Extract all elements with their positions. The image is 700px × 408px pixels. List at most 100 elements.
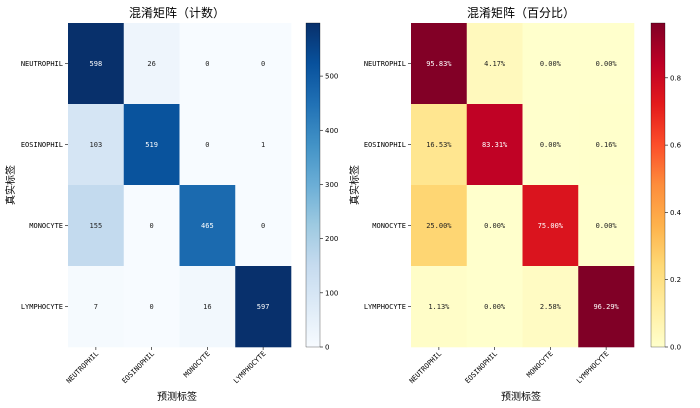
cell-annotation: 95.83% <box>426 60 452 68</box>
colorbar-tick-label: 0 <box>325 344 329 352</box>
heatmap-cell <box>578 23 635 105</box>
cell-annotation: 465 <box>201 222 214 230</box>
heatmap-cell <box>179 266 236 348</box>
percent-y-ticks: NEUTROPHIL EOSINOPHIL MONOCYTE LYMPHOCYTE <box>364 60 411 311</box>
heatmap-cell <box>411 104 468 186</box>
heatmap-cell <box>578 266 635 348</box>
x-tick-label: NEUTROPHIL <box>65 350 100 385</box>
percent-y-axis-label: 真实标签 <box>348 165 361 205</box>
heatmap-cell <box>578 185 635 267</box>
counts-cells: 598 26 0 0 103 519 0 1 155 0 465 0 7 0 16 597 <box>68 23 292 348</box>
x-tick-label: MONOCYTE <box>182 350 211 379</box>
heatmap-cell <box>466 266 523 348</box>
cell-annotation: 0.00% <box>540 60 562 68</box>
counts-y-ticks: NEUTROPHIL EOSINOPHIL MONOCYTE LYMPHOCYTE <box>21 60 68 311</box>
cell-annotation: 1 <box>261 141 265 149</box>
cell-annotation: 155 <box>90 222 103 230</box>
x-tick-label: NEUTROPHIL <box>408 350 443 385</box>
cell-annotation: 0 <box>261 60 265 68</box>
percent-x-axis-label: 预测标签 <box>501 390 541 403</box>
cell-annotation: 75.00% <box>538 222 564 230</box>
heatmap-cell <box>522 104 579 186</box>
heatmap-cell <box>179 104 236 186</box>
y-tick-label: LYMPHOCYTE <box>364 303 406 311</box>
cell-annotation: 83.31% <box>482 141 508 149</box>
cell-annotation: 0 <box>205 60 209 68</box>
heatmap-cell <box>235 104 292 186</box>
heatmap-cell <box>411 23 468 105</box>
heatmap-cell <box>235 266 292 348</box>
counts-x-axis-label: 预测标签 <box>157 390 197 403</box>
cell-annotation: 26 <box>147 60 155 68</box>
colorbar-tick-label: 0.8 <box>670 74 681 82</box>
cell-annotation: 0.00% <box>484 303 506 311</box>
heatmap-cell <box>578 104 635 186</box>
x-tick-label: EOSINOPHIL <box>121 350 156 385</box>
cell-annotation: 0.00% <box>484 222 506 230</box>
percent-cells: 95.83% 4.17% 0.00% 0.00% 16.53% 83.31% 0.00% 0.… <box>411 23 635 348</box>
heatmap-cell <box>411 266 468 348</box>
heatmap-cell <box>123 266 180 348</box>
percent-panel: 混淆矩阵（百分比） 95.83% 4.17% 0.00% 0.00% 16.53% 83.… <box>348 6 682 403</box>
counts-y-axis-label: 真实标签 <box>4 165 17 205</box>
colorbar-tick-label: 0.2 <box>670 276 681 284</box>
heatmap-cell <box>522 185 579 267</box>
cell-annotation: 16.53% <box>426 141 452 149</box>
cell-annotation: 0 <box>150 222 154 230</box>
heatmap-cell <box>466 23 523 105</box>
heatmap-cell <box>123 23 180 105</box>
y-tick-label: EOSINOPHIL <box>364 141 406 149</box>
y-tick-label: MONOCYTE <box>372 222 406 230</box>
percent-colorbar-ticks: 0.0 0.2 0.4 0.6 0.8 <box>650 22 682 352</box>
colorbar-tick-label: 400 <box>325 127 338 135</box>
cell-annotation: 4.17% <box>484 60 506 68</box>
y-tick-label: NEUTROPHIL <box>21 60 63 68</box>
heatmap-cell <box>179 185 236 267</box>
y-tick-label: EOSINOPHIL <box>21 141 63 149</box>
percent-colorbar <box>651 23 665 347</box>
x-tick-label: EOSINOPHIL <box>464 350 499 385</box>
cell-annotation: 96.29% <box>593 303 619 311</box>
y-tick-label: MONOCYTE <box>29 222 63 230</box>
heatmap-cell <box>522 266 579 348</box>
heatmap-cell <box>123 185 180 267</box>
cell-annotation: 0.00% <box>540 141 562 149</box>
colorbar-frame <box>305 22 321 348</box>
percent-title: 混淆矩阵（百分比） <box>467 6 575 20</box>
heatmap-cell <box>466 185 523 267</box>
cell-annotation: 0.00% <box>596 60 618 68</box>
counts-colorbar-ticks: 0 100 200 300 400 500 <box>305 22 338 352</box>
x-tick-label: LYMPHOCYTE <box>575 350 610 385</box>
colorbar-tick-label: 0.4 <box>670 209 682 217</box>
colorbar-tick-label: 100 <box>325 289 338 297</box>
colorbar-frame <box>650 22 666 348</box>
counts-title: 混淆矩阵（计数） <box>129 5 225 20</box>
cell-annotation: 7 <box>94 303 98 311</box>
cell-annotation: 0.16% <box>596 141 618 149</box>
heatmap-cell <box>411 185 468 267</box>
colorbar-tick-label: 500 <box>325 73 338 81</box>
heatmap-cell <box>466 104 523 186</box>
x-tick-label: MONOCYTE <box>525 350 554 379</box>
cell-annotation: 103 <box>90 141 103 149</box>
heatmap-cell <box>123 104 180 186</box>
cell-annotation: 519 <box>145 141 158 149</box>
heatmap-cell <box>179 23 236 105</box>
cell-annotation: 0 <box>261 222 265 230</box>
colorbar-tick-label: 200 <box>325 235 338 243</box>
counts-colorbar <box>306 23 320 347</box>
percent-x-ticks: NEUTROPHIL EOSINOPHIL MONOCYTE LYMPHOCYTE <box>408 347 611 385</box>
y-tick-label: NEUTROPHIL <box>364 60 406 68</box>
heatmap-cell <box>68 23 125 105</box>
cell-annotation: 0 <box>205 141 209 149</box>
heatmap-cell <box>68 185 125 267</box>
y-tick-label: LYMPHOCYTE <box>21 303 63 311</box>
colorbar-tick-label: 300 <box>325 181 338 189</box>
cell-annotation: 598 <box>90 60 103 68</box>
heatmap-cell <box>522 23 579 105</box>
heatmap-cell <box>235 23 292 105</box>
counts-x-ticks: NEUTROPHIL EOSINOPHIL MONOCYTE LYMPHOCYTE <box>65 347 268 385</box>
cell-annotation: 597 <box>257 303 270 311</box>
cell-annotation: 25.00% <box>426 222 452 230</box>
